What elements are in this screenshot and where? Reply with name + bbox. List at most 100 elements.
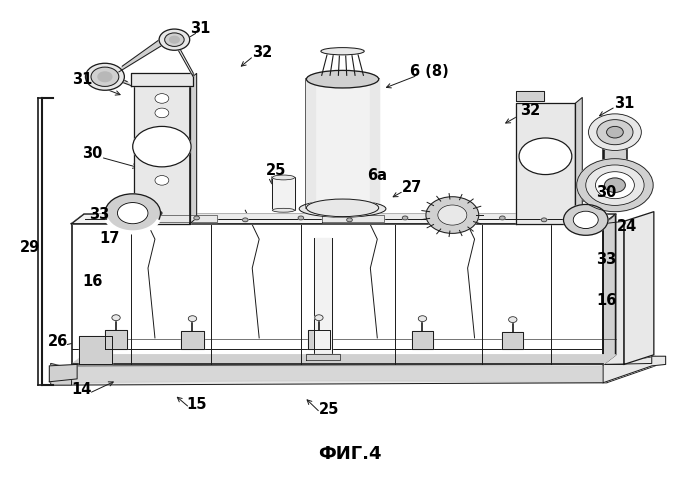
Bar bbox=[306, 79, 379, 208]
Polygon shape bbox=[603, 356, 665, 383]
Text: 16: 16 bbox=[596, 294, 617, 308]
Bar bbox=[412, 330, 433, 349]
Circle shape bbox=[165, 33, 184, 46]
Bar bbox=[181, 330, 203, 349]
Circle shape bbox=[500, 216, 505, 220]
Polygon shape bbox=[575, 98, 582, 224]
Text: 6a: 6a bbox=[367, 168, 387, 183]
Text: 29: 29 bbox=[20, 240, 40, 255]
Text: 26: 26 bbox=[48, 334, 68, 349]
Polygon shape bbox=[50, 364, 77, 382]
Circle shape bbox=[563, 205, 608, 235]
Circle shape bbox=[159, 29, 189, 50]
Circle shape bbox=[105, 194, 161, 232]
Text: 30: 30 bbox=[596, 185, 617, 200]
Circle shape bbox=[170, 36, 179, 43]
Circle shape bbox=[607, 126, 624, 138]
Text: 33: 33 bbox=[89, 207, 110, 222]
Circle shape bbox=[155, 175, 169, 185]
Ellipse shape bbox=[321, 48, 364, 55]
Bar bbox=[314, 238, 332, 356]
Text: 31: 31 bbox=[190, 21, 210, 36]
Text: 17: 17 bbox=[99, 231, 120, 246]
Ellipse shape bbox=[306, 70, 379, 88]
Circle shape bbox=[451, 218, 456, 222]
Ellipse shape bbox=[299, 200, 386, 217]
Polygon shape bbox=[71, 224, 603, 364]
Circle shape bbox=[586, 165, 644, 206]
Text: 6 (8): 6 (8) bbox=[410, 65, 449, 79]
Polygon shape bbox=[605, 151, 626, 159]
Ellipse shape bbox=[273, 175, 294, 180]
Polygon shape bbox=[51, 364, 71, 385]
Circle shape bbox=[98, 72, 112, 82]
Circle shape bbox=[589, 114, 641, 151]
Circle shape bbox=[107, 216, 113, 220]
Polygon shape bbox=[306, 79, 315, 208]
Circle shape bbox=[509, 317, 517, 323]
Polygon shape bbox=[71, 214, 616, 224]
Circle shape bbox=[541, 218, 547, 222]
Text: 33: 33 bbox=[596, 252, 617, 267]
Text: 25: 25 bbox=[319, 402, 339, 417]
Circle shape bbox=[403, 216, 408, 220]
Circle shape bbox=[133, 126, 191, 167]
Circle shape bbox=[298, 216, 303, 220]
Text: 16: 16 bbox=[82, 274, 103, 289]
Polygon shape bbox=[603, 214, 616, 364]
Text: 31: 31 bbox=[614, 96, 634, 111]
Circle shape bbox=[596, 172, 635, 199]
Circle shape bbox=[426, 197, 479, 233]
Polygon shape bbox=[51, 356, 655, 385]
Polygon shape bbox=[119, 34, 168, 72]
Polygon shape bbox=[71, 214, 616, 224]
Text: 31: 31 bbox=[72, 71, 92, 87]
Circle shape bbox=[188, 316, 196, 322]
Polygon shape bbox=[131, 73, 193, 87]
Text: ФИГ.4: ФИГ.4 bbox=[318, 445, 381, 463]
Polygon shape bbox=[370, 79, 379, 208]
Polygon shape bbox=[134, 79, 189, 224]
Ellipse shape bbox=[306, 199, 379, 217]
Text: 27: 27 bbox=[402, 180, 422, 195]
Bar bbox=[155, 215, 217, 222]
Polygon shape bbox=[71, 355, 616, 364]
Text: 32: 32 bbox=[520, 103, 540, 118]
Circle shape bbox=[91, 67, 119, 87]
Circle shape bbox=[85, 63, 124, 90]
Polygon shape bbox=[603, 221, 624, 364]
Polygon shape bbox=[189, 73, 196, 224]
Circle shape bbox=[347, 218, 352, 222]
Circle shape bbox=[155, 94, 169, 103]
Circle shape bbox=[117, 203, 148, 224]
Bar bbox=[105, 330, 127, 349]
Circle shape bbox=[194, 216, 199, 220]
Bar bbox=[305, 354, 340, 360]
Text: 15: 15 bbox=[187, 397, 207, 412]
Text: 24: 24 bbox=[617, 219, 637, 234]
Circle shape bbox=[569, 216, 575, 220]
Bar bbox=[78, 336, 112, 364]
Circle shape bbox=[112, 315, 120, 321]
Polygon shape bbox=[517, 91, 544, 101]
Circle shape bbox=[519, 138, 572, 174]
Text: 30: 30 bbox=[82, 146, 103, 161]
Polygon shape bbox=[85, 214, 602, 219]
Text: 32: 32 bbox=[252, 45, 273, 60]
Circle shape bbox=[418, 316, 426, 322]
Text: 25: 25 bbox=[266, 163, 287, 178]
Circle shape bbox=[138, 218, 144, 222]
Bar bbox=[273, 177, 294, 210]
Bar bbox=[503, 331, 524, 349]
Circle shape bbox=[597, 120, 633, 145]
Circle shape bbox=[315, 315, 323, 321]
Circle shape bbox=[605, 178, 626, 192]
Polygon shape bbox=[92, 68, 131, 86]
Polygon shape bbox=[517, 103, 575, 224]
Circle shape bbox=[438, 205, 467, 225]
Ellipse shape bbox=[273, 208, 294, 212]
Circle shape bbox=[243, 218, 248, 222]
Bar bbox=[322, 215, 384, 222]
Text: 14: 14 bbox=[72, 382, 92, 398]
Polygon shape bbox=[171, 33, 193, 77]
